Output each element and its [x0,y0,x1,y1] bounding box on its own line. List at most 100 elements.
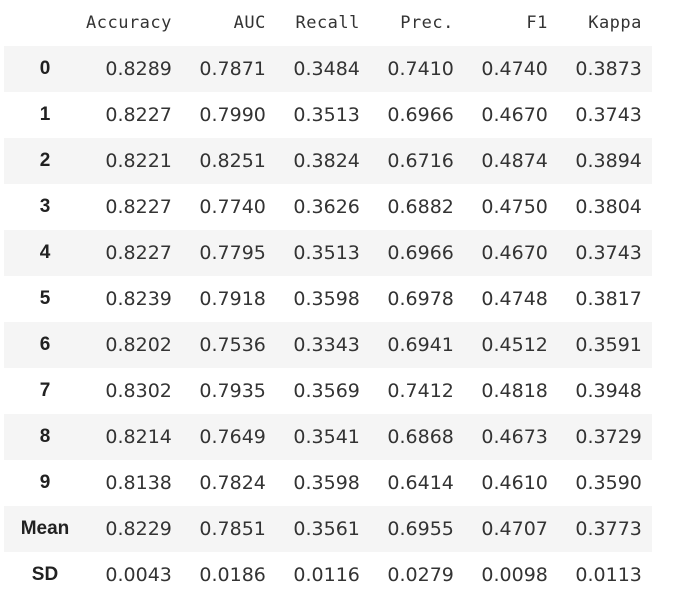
table-cell: 0.6966 [387,104,454,126]
column-header-f1: F1 [526,13,548,33]
table-cell: 0.7410 [387,58,454,80]
table-cell: 0.3824 [293,150,360,172]
table-cell: 0.3561 [293,518,360,540]
row-index: SD [31,564,59,585]
table-row: 1 0.8227 0.7990 0.3513 0.6966 0.4670 0.3743 [4,92,652,138]
table-cell: 0.3873 [575,58,642,80]
table-cell: 0.4610 [481,472,548,494]
table-cell: 0.0116 [293,564,360,586]
table-cell: 0.3541 [293,426,360,448]
table-row: 8 0.8214 0.7649 0.3541 0.6868 0.4673 0.3729 [4,414,652,460]
table-cell: 0.3743 [575,104,642,126]
row-index: 4 [39,242,51,263]
table-cell: 0.3513 [293,104,360,126]
table-cell: 0.4707 [481,518,548,540]
table-row: SD 0.0043 0.0186 0.0116 0.0279 0.0098 0.0113 [4,552,652,598]
table-cell: 0.6955 [387,518,454,540]
row-index: 8 [39,426,51,447]
column-header-auc: AUC [233,13,266,33]
table-cell: 0.4874 [481,150,548,172]
table-cell: 0.3513 [293,242,360,264]
table-cell: 0.8214 [105,426,172,448]
table-cell: 0.0098 [481,564,548,586]
table-cell: 0.8229 [105,518,172,540]
row-index: 2 [39,150,51,171]
table-row: 3 0.8227 0.7740 0.3626 0.6882 0.4750 0.3804 [4,184,652,230]
row-index: 9 [39,472,51,493]
table-cell: 0.3817 [575,288,642,310]
table-cell: 0.4740 [481,58,548,80]
table-cell: 0.4512 [481,334,548,356]
column-header-kappa: Kappa [588,13,642,33]
table-cell: 0.6868 [387,426,454,448]
table-cell: 0.3773 [575,518,642,540]
column-header-accuracy: Accuracy [86,13,172,33]
table-cell: 0.8227 [105,196,172,218]
table-row: 4 0.8227 0.7795 0.3513 0.6966 0.4670 0.3743 [4,230,652,276]
row-index: Mean [20,518,70,539]
table-cell: 0.3343 [293,334,360,356]
table-cell: 0.3484 [293,58,360,80]
table-cell: 0.3598 [293,472,360,494]
table-body: 0 0.8289 0.7871 0.3484 0.7410 0.4740 0.3873 1 0.… [4,46,652,598]
table-cell: 0.4670 [481,242,548,264]
index-header [4,0,86,46]
table-cell: 0.3590 [575,472,642,494]
table-row: 7 0.8302 0.7935 0.3569 0.7412 0.4818 0.3948 [4,368,652,414]
table-cell: 0.7990 [199,104,266,126]
table-cell: 0.7412 [387,380,454,402]
table-cell: 0.4670 [481,104,548,126]
table-cell: 0.7536 [199,334,266,356]
table-cell: 0.6882 [387,196,454,218]
table-cell: 0.6941 [387,334,454,356]
table-cell: 0.8239 [105,288,172,310]
table-cell: 0.7795 [199,242,266,264]
table-cell: 0.3626 [293,196,360,218]
row-index: 0 [39,58,51,79]
table-cell: 0.7649 [199,426,266,448]
column-header-recall: Recall [295,13,360,33]
table-cell: 0.3591 [575,334,642,356]
table-cell: 0.8227 [105,104,172,126]
table-cell: 0.8302 [105,380,172,402]
table-cell: 0.8221 [105,150,172,172]
table-cell: 0.3569 [293,380,360,402]
table-cell: 0.8289 [105,58,172,80]
table-cell: 0.8251 [199,150,266,172]
table-row: 0 0.8289 0.7871 0.3484 0.7410 0.4740 0.3873 [4,46,652,92]
table-row: Mean 0.8229 0.7851 0.3561 0.6955 0.4707 0.3773 [4,506,652,552]
table-cell: 0.4673 [481,426,548,448]
table-row: 5 0.8239 0.7918 0.3598 0.6978 0.4748 0.3817 [4,276,652,322]
table-cell: 0.6978 [387,288,454,310]
row-index: 5 [39,288,51,309]
table-cell: 0.0186 [199,564,266,586]
table-cell: 0.0043 [105,564,172,586]
table-cell: 0.6414 [387,472,454,494]
table-cell: 0.3598 [293,288,360,310]
table-cell: 0.8227 [105,242,172,264]
table-cell: 0.3948 [575,380,642,402]
table-cell: 0.7935 [199,380,266,402]
table-cell: 0.4750 [481,196,548,218]
row-index: 7 [39,380,51,401]
table-cell: 0.0279 [387,564,454,586]
table-row: 9 0.8138 0.7824 0.3598 0.6414 0.4610 0.3590 [4,460,652,506]
table-cell: 0.8202 [105,334,172,356]
table-cell: 0.7871 [199,58,266,80]
header-row: Accuracy AUC Recall Prec. F1 Kappa [4,0,652,46]
results-table: Accuracy AUC Recall Prec. F1 Kappa 0 0.82… [4,0,652,598]
table-cell: 0.3804 [575,196,642,218]
table-row: 6 0.8202 0.7536 0.3343 0.6941 0.4512 0.3591 [4,322,652,368]
table-cell: 0.3894 [575,150,642,172]
column-header-prec: Prec. [400,13,454,33]
table-cell: 0.0113 [575,564,642,586]
row-index: 6 [39,334,51,355]
table-cell: 0.6966 [387,242,454,264]
row-index: 1 [39,104,51,125]
row-index: 3 [39,196,51,217]
table-cell: 0.3743 [575,242,642,264]
table-header: Accuracy AUC Recall Prec. F1 Kappa [4,0,652,46]
table-cell: 0.8138 [105,472,172,494]
table-cell: 0.4748 [481,288,548,310]
table-cell: 0.7740 [199,196,266,218]
